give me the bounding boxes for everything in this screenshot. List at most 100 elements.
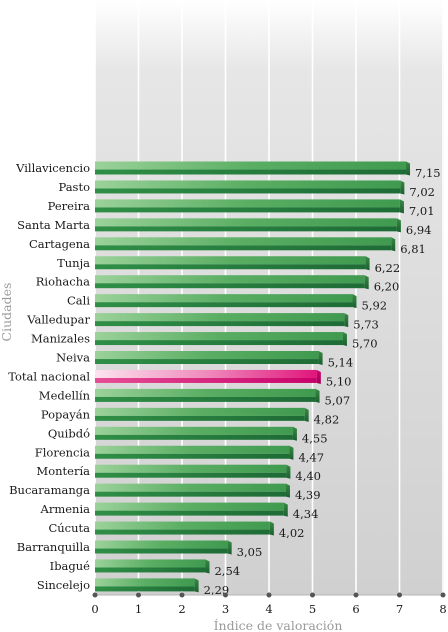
tick-label: 6 [352,602,359,616]
value-label: 5,73 [353,318,379,332]
category-label: Montería [36,464,90,478]
bar [95,218,401,233]
bar [95,351,323,365]
bar-end [205,559,210,574]
category-label: Pasto [58,180,90,194]
bar-end [364,275,369,290]
tick-mark [353,592,359,598]
value-label: 3,05 [237,545,263,559]
value-label: 7,15 [415,166,441,180]
bar-shade [95,472,287,478]
bar-end [292,426,297,441]
bar-shade [95,283,365,289]
bar-shade [95,567,206,573]
value-label: 4,39 [295,488,321,502]
bar-face [95,445,290,454]
bar-face [95,464,287,473]
category-label: Cartagena [29,237,90,251]
bar [95,388,320,403]
tick-label: 4 [265,602,272,616]
bar-end [396,218,401,233]
bar-face [95,256,366,265]
tick-label: 7 [396,602,403,616]
bar-end [194,578,199,593]
bar [95,313,349,328]
bar [95,237,396,252]
bar-end [344,313,349,328]
x-axis-title: Índice de valoración [214,618,343,632]
bar-end [315,388,320,403]
bar [95,180,405,195]
category-label: Quibdó [48,426,90,440]
bar-face [95,218,397,227]
category-label: Armenia [40,502,91,516]
category-label: Medellín [39,388,91,402]
bar-shade [95,548,228,554]
tick-mark [397,592,402,598]
value-label: 6,81 [400,242,426,256]
value-label: 2,54 [214,564,240,578]
bar-shade [95,188,401,194]
bar-face [95,161,407,170]
bar [95,256,370,271]
bar [95,294,357,309]
bar-face [95,559,206,568]
bar [95,540,232,555]
bar-face [95,199,400,208]
bar [95,199,404,214]
bar [95,578,199,593]
value-label: 5,70 [352,337,378,351]
bar [95,275,369,290]
bar-shade [95,321,345,327]
category-label: Villavicencio [15,161,90,175]
bar-end [318,351,323,365]
bar-shade [95,396,316,402]
bar-face [95,578,195,587]
category-label: Sincelejo [37,578,90,592]
bar-end [283,502,288,517]
category-label: Barranquilla [17,540,90,554]
value-label: 5,07 [325,393,351,407]
bar-end [269,521,274,536]
bar [95,559,210,574]
bar-end [289,445,294,460]
bar [95,445,294,460]
bar-end [400,180,405,195]
bar-end [316,369,321,384]
value-label: 5,14 [328,356,354,370]
bar [95,161,411,176]
bar-face [95,313,345,322]
tick-mark [92,592,98,598]
bar-end [286,464,291,479]
bar-shade [95,529,270,535]
bar-end [399,199,404,214]
bar-end [285,483,290,498]
bar [95,521,274,536]
tick-label: 1 [135,602,142,616]
category-label: Bucaramanga [9,483,90,497]
category-label: Ibagué [50,559,91,573]
tick-mark [310,592,315,598]
bar [95,407,309,422]
category-label: Santa Marta [17,218,90,232]
bar-shade [95,264,366,270]
tick-mark [179,592,185,598]
bar-end [391,237,396,252]
bar-face [95,180,401,189]
bar-shade [95,340,343,346]
bar-face [95,426,293,435]
value-label: 4,34 [293,507,319,521]
category-labels: Villavicencio Pasto Pereira Santa Marta Cart… [8,161,90,592]
bar [95,464,291,479]
category-label: Riohacha [36,275,90,289]
value-label: 5,10 [326,374,352,388]
category-label: Cúcuta [48,521,90,535]
y-axis-title: Ciudades [0,283,14,342]
bar-face [95,502,284,511]
value-label: 5,92 [362,299,388,313]
bar-end [304,407,309,422]
value-label: 4,47 [298,450,324,464]
bar [95,332,347,347]
